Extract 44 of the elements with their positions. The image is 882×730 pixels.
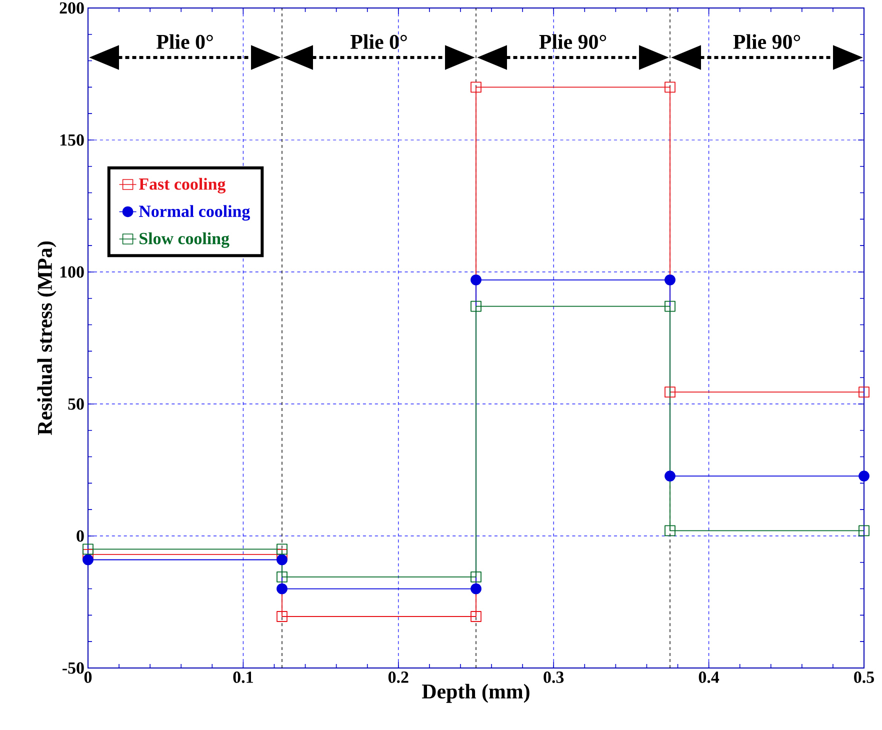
x-tick-label: 0.5	[854, 672, 874, 684]
annotation: Plie 0°	[156, 34, 213, 49]
y-axis-title: Residual stress (MPa)	[37, 241, 56, 436]
y-tick-label: 150	[60, 134, 84, 146]
x-axis-title: Depth (mm)	[422, 684, 530, 703]
point	[276, 554, 288, 566]
point	[664, 386, 676, 398]
point	[82, 544, 94, 555]
point	[470, 274, 482, 286]
legend-label: Slow cooling	[140, 232, 230, 248]
point	[470, 611, 482, 622]
x-tick-label: 0	[84, 672, 92, 683]
y-tick-label: -50	[62, 662, 84, 674]
point	[664, 525, 676, 536]
point	[664, 274, 676, 286]
y-tick-label: 100	[60, 266, 84, 278]
point	[858, 525, 870, 536]
legend-label: Normal cooling	[139, 205, 250, 221]
point	[276, 544, 288, 555]
point	[664, 82, 676, 93]
point	[470, 82, 482, 93]
point	[470, 571, 482, 582]
x-tick-label: 0.3	[544, 672, 564, 684]
point	[82, 554, 94, 566]
x-tick-label: 0.1	[233, 672, 253, 684]
annotation: Plie 90°	[539, 34, 606, 49]
point	[470, 583, 482, 594]
annotation: Plie 0°	[350, 34, 407, 49]
point	[276, 583, 288, 594]
point	[276, 611, 288, 622]
y-tick-label: 0	[76, 530, 84, 542]
legend-label: Fast cooling	[138, 178, 226, 194]
point	[858, 470, 870, 482]
point	[276, 571, 288, 582]
annotation: Plie 90°	[733, 34, 800, 49]
y-tick-label: 50	[68, 398, 84, 410]
point	[470, 300, 482, 312]
y-tick-label: 200	[60, 2, 84, 14]
point	[664, 470, 676, 482]
point	[664, 300, 676, 312]
point	[858, 386, 870, 398]
point	[82, 549, 94, 560]
x-tick-label: 0.2	[388, 672, 408, 684]
x-tick-label: 0.4	[698, 672, 720, 684]
